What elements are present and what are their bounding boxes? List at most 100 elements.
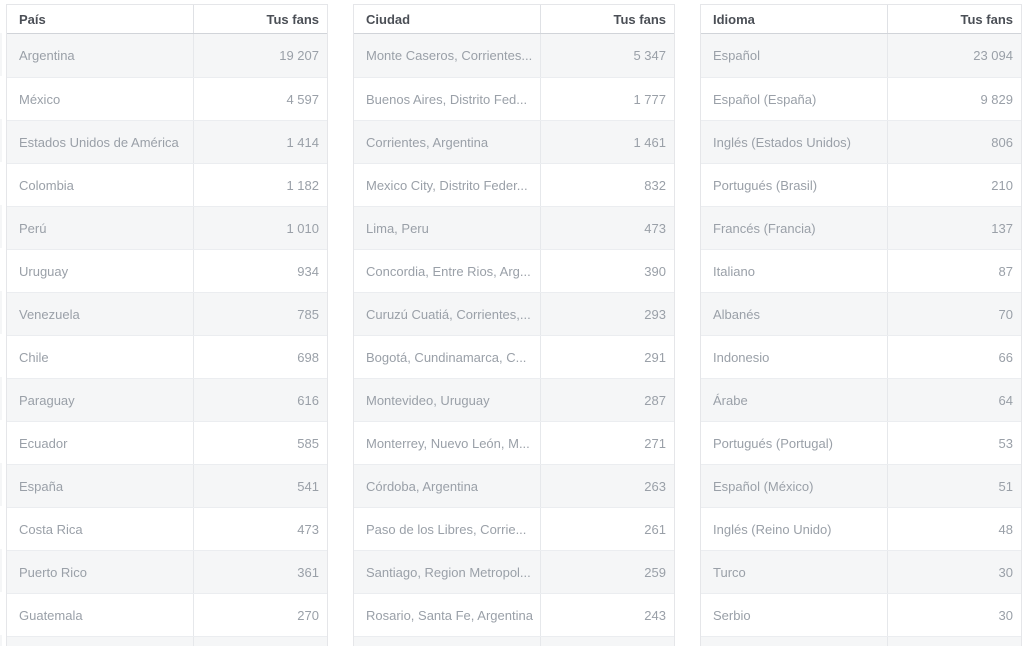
- table-header: País Tus fans: [7, 5, 327, 34]
- row-label: Francés (Francia): [713, 220, 816, 236]
- table-row: Corrientes, Argentina 1 461: [354, 120, 674, 163]
- language-fans-table: Idioma Tus fans Español 23 094 Español (…: [700, 4, 1022, 646]
- table-row: Uruguay 934: [7, 249, 327, 292]
- column-header-ciudad: Ciudad: [366, 11, 411, 27]
- table-row-clipped: [701, 636, 1021, 646]
- table-body: Argentina 19 207 México 4 597 Estados Un…: [7, 34, 327, 636]
- row-value: 473: [540, 207, 674, 249]
- row-label: España: [19, 478, 64, 494]
- row-label: Rosario, Santa Fe, Argentina: [366, 607, 533, 623]
- row-value: 51: [887, 465, 1021, 507]
- table-row: Guatemala 270: [7, 593, 327, 636]
- table-row: Venezuela 785: [7, 292, 327, 335]
- table-row: Español 23 094: [701, 34, 1021, 77]
- row-value: [540, 637, 674, 646]
- row-label: Monte Caseros, Corrientes...: [366, 48, 533, 63]
- table-row: Chile 698: [7, 335, 327, 378]
- row-value: 261: [540, 508, 674, 550]
- column-header-tus-fans: Tus fans: [887, 5, 1021, 33]
- row-value: 585: [193, 422, 327, 464]
- row-value: 291: [540, 336, 674, 378]
- row-value: 541: [193, 465, 327, 507]
- table-row: Colombia 1 182: [7, 163, 327, 206]
- row-value: 698: [193, 336, 327, 378]
- row-value: 1 461: [540, 121, 674, 163]
- row-label: Turco: [713, 564, 746, 580]
- table-row: Italiano 87: [701, 249, 1021, 292]
- row-label: Ecuador: [19, 435, 68, 451]
- row-label: Lima, Peru: [366, 220, 429, 236]
- row-label: Paraguay: [19, 392, 75, 408]
- row-value: [887, 637, 1021, 646]
- row-value: 1 414: [193, 121, 327, 163]
- row-label: Paso de los Libres, Corrie...: [366, 521, 527, 537]
- column-header-tus-fans: Tus fans: [193, 5, 327, 33]
- row-label: Venezuela: [19, 306, 80, 322]
- row-label: Colombia: [19, 177, 74, 193]
- table-row: Inglés (Reino Unido) 48: [701, 507, 1021, 550]
- row-label: Inglés (Estados Unidos): [713, 134, 852, 150]
- row-label: Concordia, Entre Rios, Arg...: [366, 263, 531, 279]
- table-row: Mexico City, Distrito Feder... 832: [354, 163, 674, 206]
- table-row: México 4 597: [7, 77, 327, 120]
- row-value: 30: [887, 594, 1021, 636]
- table-row: Monterrey, Nuevo León, M... 271: [354, 421, 674, 464]
- row-value: 616: [193, 379, 327, 421]
- row-label: Inglés (Reino Unido): [713, 521, 832, 537]
- row-label: Estados Unidos de América: [19, 134, 179, 150]
- row-value: 473: [193, 508, 327, 550]
- table-row: Portugués (Brasil) 210: [701, 163, 1021, 206]
- row-value: 87: [887, 250, 1021, 292]
- row-value: 5 347: [540, 34, 674, 77]
- row-value: 53: [887, 422, 1021, 464]
- row-value: 210: [887, 164, 1021, 206]
- column-header-idioma: Idioma: [713, 11, 755, 27]
- row-label: Indonesio: [713, 349, 770, 365]
- row-label: Santiago, Region Metropol...: [366, 564, 531, 580]
- row-label: Córdoba, Argentina: [366, 478, 479, 494]
- table-row: Bogotá, Cundinamarca, C... 291: [354, 335, 674, 378]
- row-label: Uruguay: [19, 263, 69, 279]
- row-value: 263: [540, 465, 674, 507]
- table-row: Montevideo, Uruguay 287: [354, 378, 674, 421]
- table-row-clipped: [354, 636, 674, 646]
- table-row: Serbio 30: [701, 593, 1021, 636]
- table-row: Estados Unidos de América 1 414: [7, 120, 327, 163]
- row-value: 243: [540, 594, 674, 636]
- row-value: 1 777: [540, 78, 674, 120]
- row-value: 48: [887, 508, 1021, 550]
- row-value: [193, 637, 327, 646]
- row-label: Perú: [19, 220, 47, 236]
- row-label: Costa Rica: [19, 521, 83, 537]
- table-row: Francés (Francia) 137: [701, 206, 1021, 249]
- table-row: Portugués (Portugal) 53: [701, 421, 1021, 464]
- table-body: Monte Caseros, Corrientes... 5 347 Bueno…: [354, 34, 674, 636]
- row-label: Portugués (Brasil): [713, 177, 818, 193]
- row-value: 806: [887, 121, 1021, 163]
- row-value: 19 207: [193, 34, 327, 77]
- row-label: [701, 637, 887, 646]
- table-header: Idioma Tus fans: [701, 5, 1021, 34]
- table-row: Curuzú Cuatiá, Corrientes,... 293: [354, 292, 674, 335]
- row-label: Español (México): [713, 478, 814, 494]
- row-label: Curuzú Cuatiá, Corrientes,...: [366, 306, 531, 322]
- row-value: 832: [540, 164, 674, 206]
- table-row: Español (México) 51: [701, 464, 1021, 507]
- row-label: Puerto Rico: [19, 564, 87, 580]
- row-label: Italiano: [713, 263, 755, 279]
- row-value: 9 829: [887, 78, 1021, 120]
- table-row: Buenos Aires, Distrito Fed... 1 777: [354, 77, 674, 120]
- column-header-pais: País: [19, 11, 46, 27]
- row-label: México: [19, 91, 61, 107]
- row-value: 64: [887, 379, 1021, 421]
- row-label: Portugués (Portugal): [713, 435, 833, 451]
- row-value: 293: [540, 293, 674, 335]
- table-row: Argentina 19 207: [7, 34, 327, 77]
- table-row: España 541: [7, 464, 327, 507]
- row-value: 66: [887, 336, 1021, 378]
- table-body: Español 23 094 Español (España) 9 829 In…: [701, 34, 1021, 636]
- row-label: Guatemala: [19, 607, 83, 623]
- row-label: Corrientes, Argentina: [366, 134, 489, 150]
- table-row: Monte Caseros, Corrientes... 5 347: [354, 34, 674, 77]
- row-label: Montevideo, Uruguay: [366, 392, 490, 408]
